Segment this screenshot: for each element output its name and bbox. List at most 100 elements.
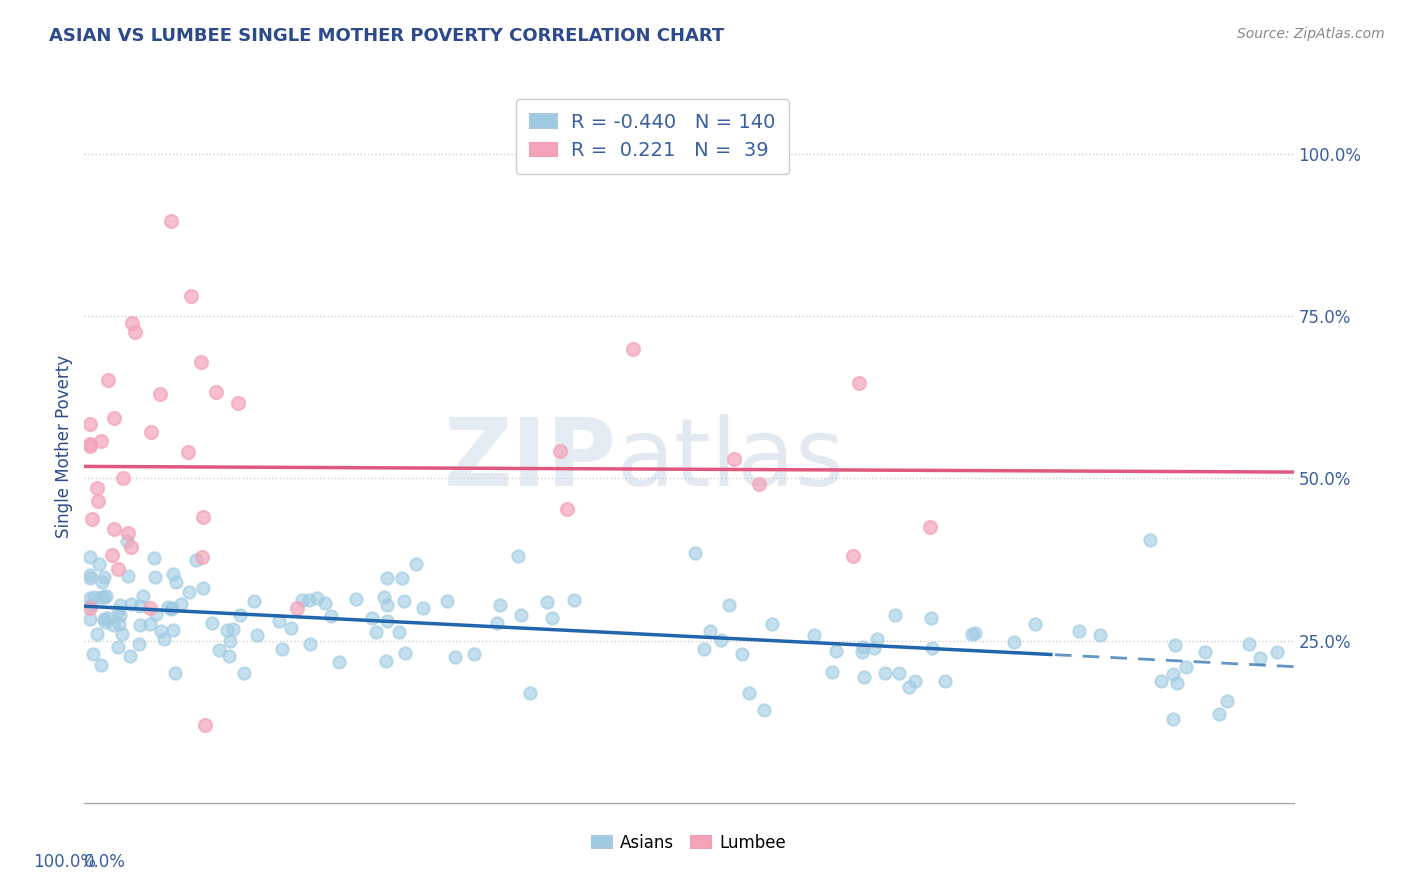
Point [87, 558, 110, 572]
Point [361, 611, 384, 625]
Point [555, 502, 578, 516]
Point [80, 599, 103, 613]
Point [117, 568, 139, 582]
Point [90, 590, 112, 604]
Point [132, 590, 155, 604]
Point [177, 445, 200, 459]
Point [761, 616, 783, 631]
Point [718, 598, 741, 612]
Point [562, 593, 585, 607]
Point [1161, 667, 1184, 681]
Point [1249, 651, 1271, 665]
Point [862, 641, 884, 656]
Point [170, 598, 193, 612]
Point [375, 571, 398, 585]
Point [107, 640, 129, 654]
Point [960, 626, 983, 640]
Point [852, 640, 875, 655]
Point [405, 558, 427, 572]
Point [93, 569, 115, 583]
Text: Source: ZipAtlas.com: Source: ZipAtlas.com [1237, 27, 1385, 41]
Point [723, 452, 745, 467]
Point [148, 387, 170, 401]
Point [328, 655, 350, 669]
Point [94, 590, 117, 604]
Point [163, 666, 186, 681]
Point [314, 596, 336, 610]
Point [118, 649, 141, 664]
Point [97, 373, 120, 387]
Point [120, 597, 142, 611]
Point [101, 548, 124, 562]
Point [1069, 624, 1091, 638]
Text: atlas: atlas [616, 414, 845, 507]
Point [1150, 674, 1173, 689]
Point [129, 599, 152, 614]
Point [79, 591, 101, 605]
Point [149, 624, 172, 638]
Point [124, 325, 146, 339]
Point [162, 623, 184, 637]
Point [1161, 712, 1184, 726]
Point [291, 592, 314, 607]
Point [226, 396, 249, 410]
Point [94, 615, 117, 629]
Point [754, 703, 776, 717]
Point [373, 590, 395, 604]
Y-axis label: Single Mother Poverty: Single Mother Poverty [55, 354, 73, 538]
Point [851, 645, 873, 659]
Point [79, 550, 101, 565]
Point [319, 608, 342, 623]
Point [710, 633, 733, 648]
Point [107, 562, 129, 576]
Point [143, 551, 166, 566]
Point [184, 553, 207, 567]
Point [731, 647, 754, 661]
Point [108, 608, 131, 623]
Point [157, 600, 180, 615]
Point [883, 607, 905, 622]
Point [201, 616, 224, 631]
Point [110, 598, 132, 612]
Point [848, 376, 870, 391]
Point [509, 607, 531, 622]
Point [887, 666, 910, 681]
Point [139, 425, 162, 439]
Text: ZIP: ZIP [443, 414, 616, 507]
Point [299, 636, 322, 650]
Point [412, 600, 434, 615]
Point [298, 592, 321, 607]
Point [139, 617, 162, 632]
Point [108, 616, 131, 631]
Point [90, 658, 112, 673]
Point [79, 601, 101, 615]
Point [536, 595, 558, 609]
Text: ASIAN VS LUMBEE SINGLE MOTHER POVERTY CORRELATION CHART: ASIAN VS LUMBEE SINGLE MOTHER POVERTY CO… [49, 27, 724, 45]
Text: 100.0%: 100.0% [34, 853, 97, 871]
Point [194, 718, 217, 732]
Point [394, 646, 416, 660]
Point [875, 665, 897, 680]
Point [519, 686, 541, 700]
Point [391, 571, 413, 585]
Point [904, 674, 927, 689]
Point [1166, 675, 1188, 690]
Point [921, 640, 943, 655]
Point [121, 316, 143, 330]
Point [179, 584, 201, 599]
Point [934, 673, 956, 688]
Point [1215, 694, 1237, 708]
Point [436, 594, 458, 608]
Point [208, 643, 231, 657]
Point [87, 494, 110, 508]
Point [463, 647, 485, 661]
Point [1002, 635, 1025, 649]
Point [79, 567, 101, 582]
Point [305, 591, 328, 605]
Point [162, 601, 184, 615]
Point [1208, 706, 1230, 721]
Point [153, 632, 176, 646]
Point [215, 624, 238, 638]
Text: 0.0%: 0.0% [84, 853, 127, 871]
Point [550, 444, 572, 458]
